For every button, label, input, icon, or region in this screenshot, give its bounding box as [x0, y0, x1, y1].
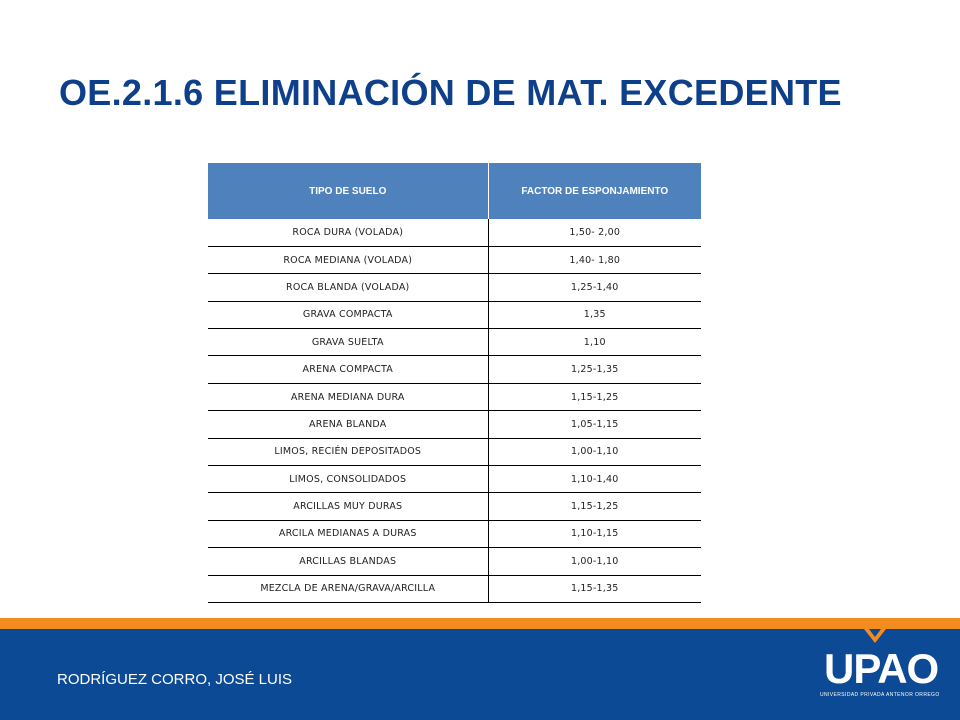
- header-soil-type: TIPO DE SUELO: [208, 163, 489, 219]
- cell-soil-type: ARENA BLANDA: [208, 410, 489, 439]
- table-row: ARCILLAS BLANDAS 1,00-1,10: [208, 547, 701, 576]
- table-row: ROCA DURA (VOLADA) 1,50- 2,00: [208, 219, 701, 247]
- table-row: GRAVA SUELTA 1,10: [208, 328, 701, 357]
- table-row: ROCA BLANDA (VOLADA) 1,25-1,40: [208, 273, 701, 302]
- cell-swell-factor: 1,10-1,15: [488, 520, 701, 549]
- table-body: ROCA DURA (VOLADA) 1,50- 2,00 ROCA MEDIANA…: [208, 219, 701, 603]
- cell-swell-factor: 1,15-1,35: [488, 575, 701, 603]
- cell-swell-factor: 1,35: [488, 301, 701, 330]
- cell-swell-factor: 1,05-1,15: [488, 410, 701, 439]
- cell-soil-type: ARCILLAS MUY DURAS: [208, 492, 489, 521]
- soil-table: TIPO DE SUELO FACTOR DE ESPONJAMIENTO RO…: [208, 163, 701, 603]
- cell-soil-type: ROCA DURA (VOLADA): [208, 219, 489, 247]
- table-row: ROCA MEDIANA (VOLADA) 1,40- 1,80: [208, 246, 701, 275]
- upao-logo: UPAO: [824, 645, 939, 692]
- cell-soil-type: GRAVA SUELTA: [208, 328, 489, 357]
- table-header-row: TIPO DE SUELO FACTOR DE ESPONJAMIENTO: [208, 163, 701, 219]
- cell-soil-type: GRAVA COMPACTA: [208, 301, 489, 330]
- cell-swell-factor: 1,00-1,10: [488, 547, 701, 576]
- cell-swell-factor: 1,00-1,10: [488, 438, 701, 467]
- cell-swell-factor: 1,50- 2,00: [488, 219, 701, 247]
- cell-soil-type: ROCA BLANDA (VOLADA): [208, 273, 489, 302]
- cell-swell-factor: 1,15-1,25: [488, 492, 701, 521]
- soil-table-container: TIPO DE SUELO FACTOR DE ESPONJAMIENTO RO…: [208, 163, 701, 603]
- cell-soil-type: LIMOS, CONSOLIDADOS: [208, 465, 489, 494]
- cell-soil-type: LIMOS, RECIÉN DEPOSITADOS: [208, 438, 489, 467]
- cell-swell-factor: 1,15-1,25: [488, 383, 701, 412]
- table-row: LIMOS, CONSOLIDADOS 1,10-1,40: [208, 465, 701, 494]
- cell-swell-factor: 1,10: [488, 328, 701, 357]
- header-swell-factor: FACTOR DE ESPONJAMIENTO: [488, 163, 701, 219]
- table-row: MEZCLA DE ARENA/GRAVA/ARCILLA 1,15-1,35: [208, 575, 701, 603]
- cell-soil-type: ARCILA MEDIANAS A DURAS: [208, 520, 489, 549]
- table-row: ARENA MEDIANA DURA 1,15-1,25: [208, 383, 701, 412]
- table-row: ARENA BLANDA 1,05-1,15: [208, 410, 701, 439]
- table-row: ARCILA MEDIANAS A DURAS 1,10-1,15: [208, 520, 701, 549]
- table-row: GRAVA COMPACTA 1,35: [208, 301, 701, 330]
- cell-swell-factor: 1,25-1,35: [488, 355, 701, 384]
- slide-title: OE.2.1.6 ELIMINACIÓN DE MAT. EXCEDENTE: [59, 72, 842, 113]
- cell-soil-type: ARENA COMPACTA: [208, 355, 489, 384]
- table-row: ARENA COMPACTA 1,25-1,35: [208, 355, 701, 384]
- author-name: RODRÍGUEZ CORRO, JOSÉ LUIS: [57, 671, 293, 688]
- table-row: LIMOS, RECIÉN DEPOSITADOS 1,00-1,10: [208, 438, 701, 467]
- table-row: ARCILLAS MUY DURAS 1,15-1,25: [208, 492, 701, 521]
- footer-accent-line: [0, 618, 960, 629]
- cell-swell-factor: 1,25-1,40: [488, 273, 701, 302]
- cell-soil-type: ARENA MEDIANA DURA: [208, 383, 489, 412]
- cell-swell-factor: 1,10-1,40: [488, 465, 701, 494]
- cell-soil-type: ARCILLAS BLANDAS: [208, 547, 489, 576]
- cell-swell-factor: 1,40- 1,80: [488, 246, 701, 275]
- cell-soil-type: ROCA MEDIANA (VOLADA): [208, 246, 489, 275]
- cell-soil-type: MEZCLA DE ARENA/GRAVA/ARCILLA: [208, 575, 489, 603]
- logo-check-icon: [864, 629, 886, 643]
- upao-logo-subtitle: UNIVERSIDAD PRIVADA ANTENOR ORREGO: [820, 692, 940, 698]
- footer-bar: [0, 629, 960, 720]
